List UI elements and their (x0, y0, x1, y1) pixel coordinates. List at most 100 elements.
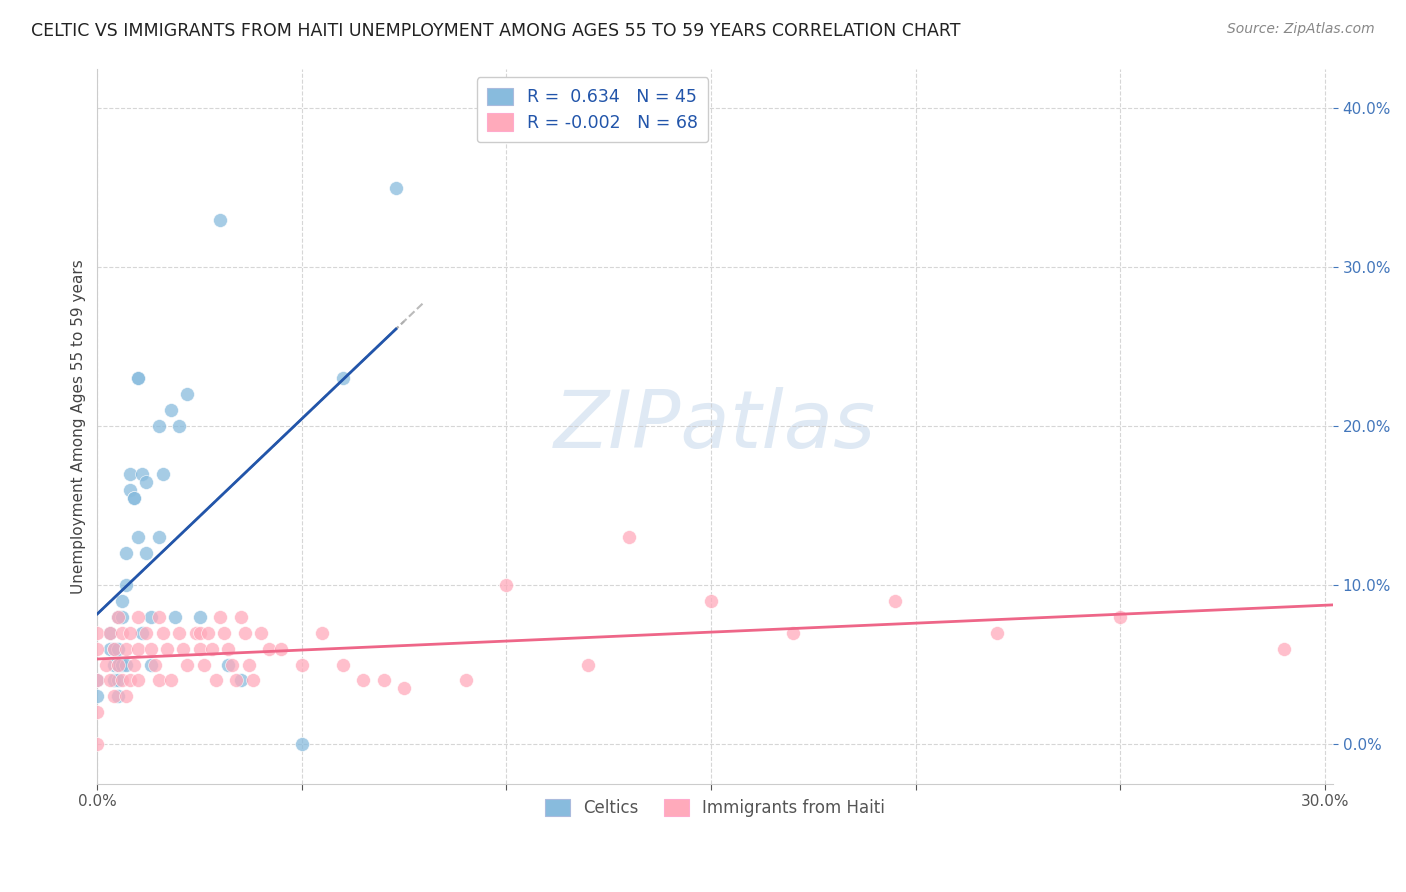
Point (120, 467, 142, 481)
Point (98, 625, 121, 640)
Point (115, 641, 138, 656)
Point (148, 530, 170, 544)
Point (160, 673, 183, 688)
Point (86, 641, 108, 656)
Point (131, 467, 153, 481)
Point (167, 625, 190, 640)
Point (122, 491, 145, 505)
Point (86, 737, 108, 751)
Point (120, 625, 142, 640)
Point (156, 641, 179, 656)
Point (115, 546, 138, 560)
Point (495, 578, 517, 592)
Point (139, 641, 162, 656)
Point (111, 625, 134, 640)
Point (111, 657, 134, 672)
Point (120, 673, 142, 688)
Legend: Celtics, Immigrants from Haiti: Celtics, Immigrants from Haiti (537, 790, 893, 825)
Point (127, 530, 149, 544)
Point (135, 475, 157, 489)
Point (86, 690, 108, 704)
Point (188, 641, 211, 656)
Y-axis label: Unemployment Among Ages 55 to 59 years: Unemployment Among Ages 55 to 59 years (72, 259, 86, 593)
Point (107, 673, 129, 688)
Point (107, 690, 129, 704)
Point (148, 673, 170, 688)
Point (212, 625, 235, 640)
Point (233, 625, 256, 640)
Point (205, 673, 228, 688)
Point (152, 625, 174, 640)
Point (107, 641, 129, 656)
Point (188, 610, 211, 624)
Point (454, 673, 477, 688)
Point (209, 212, 232, 227)
Point (392, 681, 415, 696)
Point (617, 530, 640, 544)
Point (127, 673, 149, 688)
Point (229, 673, 252, 688)
Point (107, 657, 129, 672)
Point (148, 610, 170, 624)
Point (148, 419, 170, 434)
Point (115, 657, 138, 672)
Point (127, 371, 149, 385)
Point (103, 690, 125, 704)
Point (250, 625, 273, 640)
Point (238, 657, 260, 672)
Point (176, 657, 198, 672)
Point (332, 657, 354, 672)
Point (332, 371, 354, 385)
Point (172, 641, 194, 656)
Point (143, 657, 166, 672)
Point (884, 594, 907, 608)
Point (242, 673, 264, 688)
Point (385, 180, 408, 194)
Point (193, 657, 215, 672)
Point (1109, 610, 1132, 624)
Point (188, 625, 211, 640)
Point (86, 673, 108, 688)
Point (127, 610, 149, 624)
Point (111, 610, 134, 624)
Point (122, 657, 145, 672)
Point (221, 657, 243, 672)
Point (107, 610, 129, 624)
Point (352, 673, 374, 688)
Point (86, 705, 108, 719)
Point (107, 657, 129, 672)
Point (98, 673, 121, 688)
Point (986, 625, 1008, 640)
Point (111, 594, 134, 608)
Point (176, 387, 198, 401)
Point (700, 594, 723, 608)
Point (1272, 641, 1295, 656)
Point (98, 625, 121, 640)
Point (311, 625, 333, 640)
Point (103, 641, 125, 656)
Point (115, 690, 138, 704)
Text: CELTIC VS IMMIGRANTS FROM HAITI UNEMPLOYMENT AMONG AGES 55 TO 59 YEARS CORRELATI: CELTIC VS IMMIGRANTS FROM HAITI UNEMPLOY… (31, 22, 960, 40)
Point (139, 657, 162, 672)
Point (291, 657, 314, 672)
Point (167, 419, 190, 434)
Point (127, 371, 149, 385)
Point (184, 625, 207, 640)
Point (576, 657, 599, 672)
Point (122, 491, 145, 505)
Text: Source: ZipAtlas.com: Source: ZipAtlas.com (1227, 22, 1375, 37)
Point (127, 641, 149, 656)
Point (98, 641, 121, 656)
Point (135, 625, 157, 640)
Point (135, 546, 157, 560)
Point (373, 673, 395, 688)
Point (257, 641, 280, 656)
Point (229, 610, 252, 624)
Point (291, 737, 314, 751)
Point (270, 641, 292, 656)
Point (103, 657, 125, 672)
Point (160, 403, 183, 417)
Point (103, 641, 125, 656)
Point (131, 625, 153, 640)
Point (225, 673, 247, 688)
